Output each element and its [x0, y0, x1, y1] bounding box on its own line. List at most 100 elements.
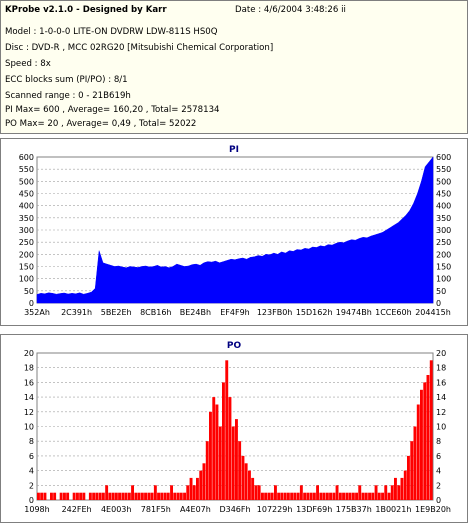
po-bar: [127, 492, 131, 500]
po-ytick-right: 2: [436, 481, 441, 490]
pi-chart: PI 0 0 50 50 100 100 150 150 200 200 250 250 300 300 35…: [19, 145, 452, 317]
po-bar: [381, 492, 384, 500]
pi-xtick-label: 352Ah: [24, 308, 50, 317]
po-bar: [261, 492, 264, 500]
po-bar: [137, 492, 141, 500]
po-bar: [423, 382, 427, 500]
po-bar: [309, 492, 313, 500]
po-ytick-right: 6: [436, 452, 441, 461]
pi-ytick-left: 50: [24, 287, 34, 296]
po-bar: [264, 492, 268, 500]
po-bar: [299, 485, 303, 500]
pi-xtick-label: 15D162h: [296, 308, 333, 317]
po-bar: [358, 485, 362, 500]
po-bar: [170, 485, 173, 500]
pi-xtick-label: 2C391h: [61, 308, 92, 317]
po-bar: [351, 492, 355, 500]
pi-ytick-right: 450: [436, 190, 451, 199]
ecc-line: ECC blocks sum (PI/PO) : 8/1: [5, 75, 128, 85]
po-ytick-right: 18: [436, 364, 446, 373]
po-ytick-left: 4: [29, 467, 34, 476]
pi-xtick-label: 8CB16h: [140, 308, 171, 317]
po-ytick-left: 10: [24, 423, 34, 432]
po-bar: [235, 419, 238, 500]
po-bar: [150, 492, 154, 500]
po-bar: [66, 492, 70, 500]
po-bar: [189, 477, 193, 500]
po-bar: [283, 492, 287, 500]
po-bar: [361, 492, 365, 500]
po-bar: [176, 492, 180, 500]
po-bar: [199, 470, 203, 500]
po-bar: [231, 426, 235, 500]
po-bar: [88, 492, 92, 500]
po-bar: [329, 492, 332, 500]
scan-date: Date : 4/6/2004 3:48:26 ii: [235, 5, 346, 15]
po-bar: [377, 492, 381, 500]
po-bar: [121, 492, 125, 500]
pi-ytick-right: 400: [436, 202, 451, 211]
po-xtick-label: 13DF69h: [296, 505, 332, 514]
po-bar: [248, 470, 251, 500]
pi-xtick-label: 123FB0h: [257, 308, 293, 317]
po-bar: [63, 492, 66, 500]
po-bar: [374, 485, 378, 500]
pi-xtick-label: 1CCE60h: [375, 308, 412, 317]
po-bar: [342, 492, 345, 500]
pi-ytick-left: 0: [29, 299, 34, 308]
po-bar: [397, 485, 401, 500]
po-xtick-label: 1E9B20h: [415, 505, 451, 514]
pi-ytick-left: 400: [19, 202, 34, 211]
pi-ytick-left: 500: [19, 177, 34, 186]
po-bar: [92, 492, 96, 500]
po-bar: [394, 477, 397, 500]
pi-ytick-right: 50: [436, 287, 446, 296]
po-bar: [131, 485, 134, 500]
po-bar: [53, 492, 57, 500]
po-bar: [420, 389, 423, 501]
po-bar: [79, 492, 83, 500]
po-ytick-right: 20: [436, 349, 446, 358]
po-bar: [144, 492, 147, 500]
po-bar: [319, 492, 323, 500]
pi-chart-title: PI: [229, 145, 239, 155]
po-chart-title: PO: [227, 341, 242, 351]
po-bar: [325, 492, 329, 500]
po-xtick-label: 175B37h: [336, 505, 372, 514]
po-ytick-left: 20: [24, 349, 34, 358]
po-ytick-right: 0: [436, 496, 441, 505]
po-bar: [163, 492, 167, 500]
model-line: Model : 1-0-0-0 LITE-ON DVDRW LDW-811S H…: [5, 27, 218, 37]
pi-ytick-left: 350: [19, 214, 34, 223]
po-bar: [72, 492, 76, 500]
po-ytick-left: 0: [29, 496, 34, 505]
po-chart-panel: PO 0 0 2 2 4 4 6 6 8 8 10 10 12 12 14 14 16 16 18 18 20 20 1098…: [0, 334, 468, 523]
po-bar: [196, 477, 199, 500]
po-bar: [95, 492, 99, 500]
pi-ytick-left: 150: [19, 263, 34, 272]
pi-series-area: [36, 156, 434, 304]
pi-ytick-right: 0: [436, 299, 441, 308]
po-bar: [251, 477, 255, 500]
po-xtick-label: 1B0021h: [375, 505, 411, 514]
po-bar: [267, 492, 271, 500]
po-bar: [111, 492, 115, 500]
po-bar: [371, 492, 375, 500]
po-bar: [429, 360, 433, 500]
po-bar: [160, 492, 164, 500]
po-bar: [335, 485, 339, 500]
po-xtick-label: 1098h: [24, 505, 49, 514]
po-ytick-right: 10: [436, 423, 446, 432]
pi-ytick-left: 600: [19, 153, 34, 162]
po-ytick-right: 12: [436, 408, 446, 417]
po-bar: [105, 485, 109, 500]
pi-ytick-left: 250: [19, 238, 34, 247]
po-bar: [286, 492, 290, 500]
po-bar: [322, 492, 326, 500]
po-bar: [82, 492, 86, 500]
po-bar: [332, 492, 336, 500]
po-xtick-label: 107229h: [257, 505, 293, 514]
po-ytick-left: 14: [24, 393, 34, 402]
po-bar: [238, 441, 242, 500]
po-bar: [225, 360, 229, 500]
